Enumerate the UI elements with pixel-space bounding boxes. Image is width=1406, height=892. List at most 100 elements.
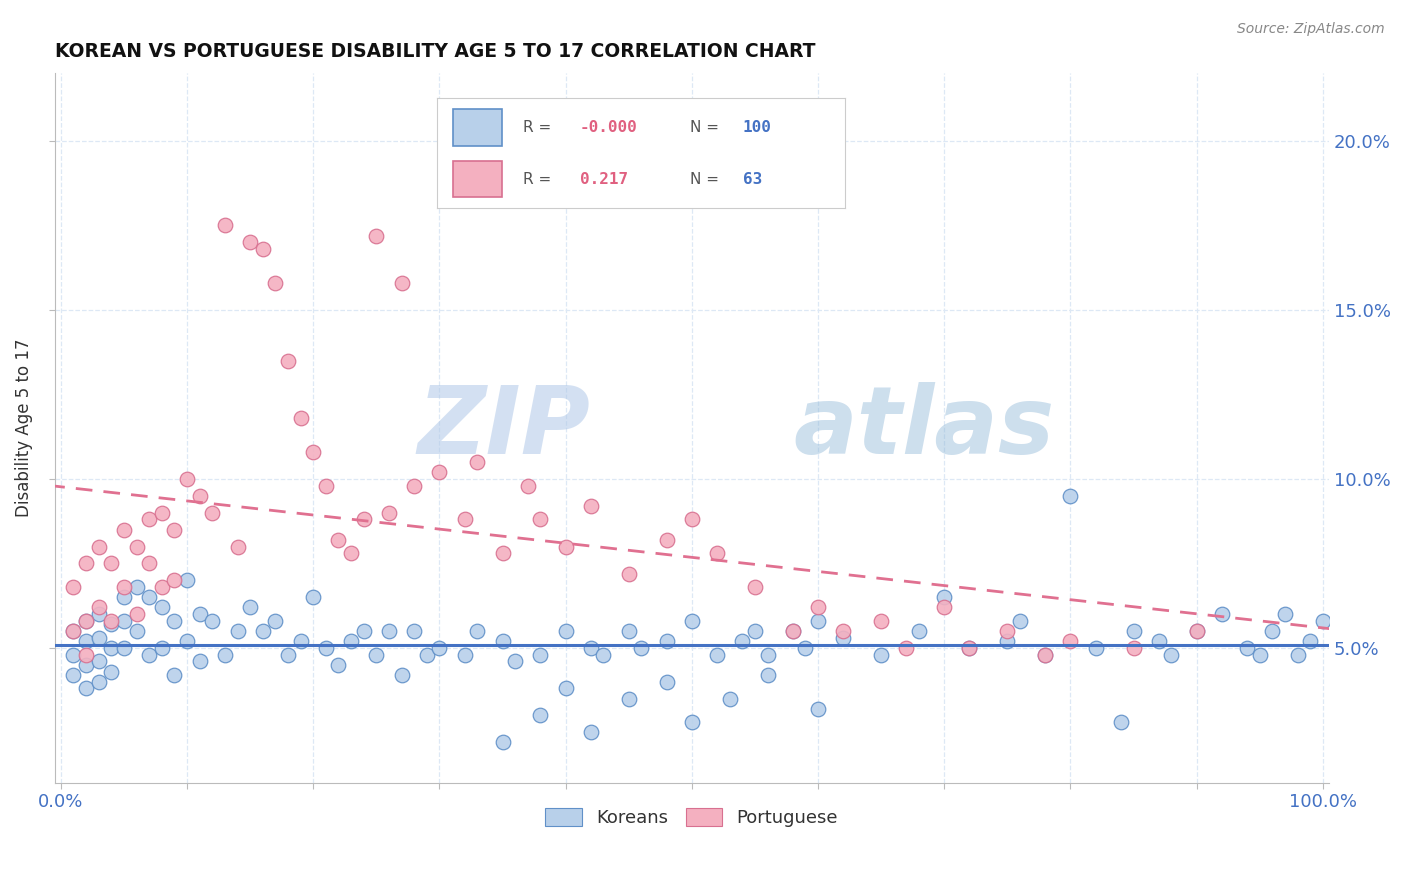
Point <box>995 634 1018 648</box>
Point <box>62 624 84 638</box>
Point <box>75 681 97 696</box>
Point <box>87 607 110 621</box>
Point <box>340 634 363 648</box>
Point <box>62 580 84 594</box>
Point <box>176 472 198 486</box>
Point <box>112 590 135 604</box>
Point <box>832 624 855 638</box>
Point <box>239 235 262 250</box>
Point <box>681 512 703 526</box>
Point <box>62 668 84 682</box>
Point <box>756 668 779 682</box>
Point <box>832 631 855 645</box>
Point <box>125 607 148 621</box>
Point <box>112 640 135 655</box>
Point <box>1122 640 1144 655</box>
Point <box>112 580 135 594</box>
Point <box>429 640 451 655</box>
Point <box>1249 648 1271 662</box>
Point <box>1185 624 1208 638</box>
Point <box>138 557 160 571</box>
Point <box>554 540 576 554</box>
Point <box>491 634 513 648</box>
Point <box>290 634 312 648</box>
Point <box>681 715 703 730</box>
Point <box>807 702 830 716</box>
Point <box>579 640 602 655</box>
Point <box>264 614 287 628</box>
Point <box>1160 648 1182 662</box>
Point <box>655 533 678 547</box>
Point <box>277 648 299 662</box>
Point <box>328 533 350 547</box>
Point <box>214 219 236 233</box>
Point <box>125 580 148 594</box>
Point <box>100 665 122 679</box>
Point <box>1185 624 1208 638</box>
Point <box>1122 624 1144 638</box>
Point <box>731 634 754 648</box>
Point <box>100 557 122 571</box>
Point <box>176 634 198 648</box>
Point <box>995 624 1018 638</box>
Point <box>138 648 160 662</box>
Point <box>353 624 375 638</box>
Point <box>100 640 122 655</box>
Point <box>75 648 97 662</box>
Point <box>315 478 337 492</box>
Point <box>214 648 236 662</box>
Point <box>150 506 173 520</box>
Point <box>579 499 602 513</box>
Point <box>1059 489 1081 503</box>
Point <box>404 624 426 638</box>
Point <box>150 580 173 594</box>
Point <box>87 674 110 689</box>
Point <box>908 624 931 638</box>
Point <box>1261 624 1284 638</box>
Point <box>150 640 173 655</box>
Point <box>465 455 488 469</box>
Point <box>429 465 451 479</box>
Point <box>529 708 551 723</box>
Point <box>378 624 401 638</box>
Point <box>934 600 956 615</box>
Point <box>1033 648 1056 662</box>
Point <box>1084 640 1107 655</box>
Point <box>277 353 299 368</box>
Point <box>1147 634 1170 648</box>
Point <box>617 691 640 706</box>
Point <box>75 557 97 571</box>
Point <box>391 668 413 682</box>
Point <box>807 600 830 615</box>
Point <box>391 276 413 290</box>
Point <box>416 648 439 662</box>
Point <box>252 624 274 638</box>
Point <box>1274 607 1296 621</box>
Point <box>315 640 337 655</box>
Point <box>75 634 97 648</box>
Point <box>744 580 766 594</box>
Point <box>62 648 84 662</box>
Point <box>112 614 135 628</box>
Point <box>112 523 135 537</box>
Point <box>959 640 981 655</box>
Point <box>1312 614 1334 628</box>
Point <box>959 640 981 655</box>
Point <box>782 624 804 638</box>
Point <box>100 617 122 632</box>
Point <box>353 512 375 526</box>
Point <box>529 648 551 662</box>
Text: ZIP: ZIP <box>418 383 591 475</box>
Point <box>404 478 426 492</box>
Point <box>453 648 475 662</box>
Point <box>87 600 110 615</box>
Point <box>75 657 97 672</box>
Point <box>579 725 602 739</box>
Point <box>1109 715 1132 730</box>
Point <box>1236 640 1258 655</box>
Point <box>188 489 211 503</box>
Point <box>870 648 893 662</box>
Point <box>807 614 830 628</box>
Point <box>150 600 173 615</box>
Point <box>328 657 350 672</box>
